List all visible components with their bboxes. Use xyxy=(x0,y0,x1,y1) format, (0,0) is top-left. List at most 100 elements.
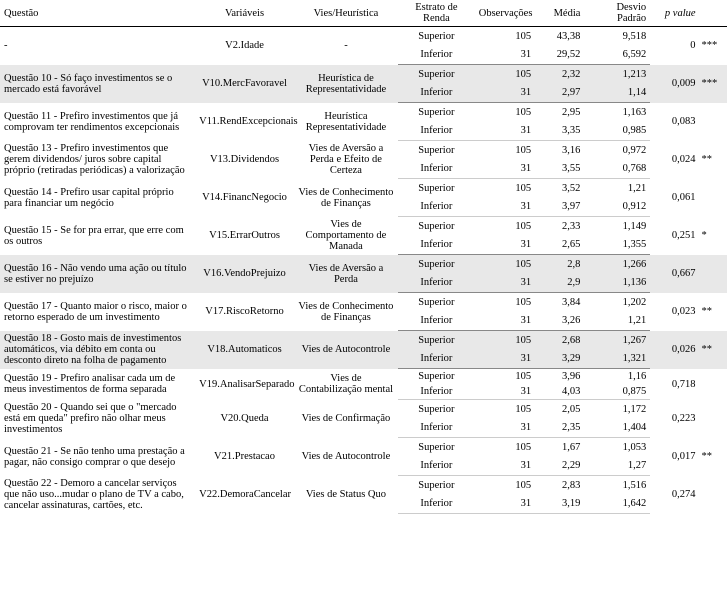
cell-obs: 105 xyxy=(475,476,535,495)
table-row: Questão 16 - Não vendo uma ação ou títul… xyxy=(0,255,727,274)
cell-dp: 0,768 xyxy=(584,160,650,179)
cell-var: V15.ErrarOutros xyxy=(195,217,294,255)
cell-dp: 1,172 xyxy=(584,400,650,419)
table-row: Questão 15 - Se for pra errar, que erre … xyxy=(0,217,727,236)
cell-obs: 31 xyxy=(475,236,535,255)
cell-dp: 0,985 xyxy=(584,122,650,141)
header-row: Questão Variáveis Vies/Heurística Estrat… xyxy=(0,0,727,27)
cell-vies: Vies de Conhecimento de Finanças xyxy=(294,293,398,331)
cell-questao: Questão 15 - Se for pra errar, que erre … xyxy=(0,217,195,255)
cell-dp: 1,321 xyxy=(584,350,650,369)
cell-media: 3,97 xyxy=(535,198,584,217)
cell-questao: - xyxy=(0,27,195,65)
cell-estrato-sup: Superior xyxy=(398,255,475,274)
cell-estrato-sup: Superior xyxy=(398,217,475,236)
cell-pval: 0,024 xyxy=(650,141,699,179)
cell-dp: 1,516 xyxy=(584,476,650,495)
cell-estrato-sup: Superior xyxy=(398,476,475,495)
cell-vies: Vies de Autocontrole xyxy=(294,438,398,476)
h-sig xyxy=(700,0,727,27)
cell-dp: 0,912 xyxy=(584,198,650,217)
cell-estrato-inf: Inferior xyxy=(398,84,475,103)
cell-media: 2,9 xyxy=(535,274,584,293)
cell-obs: 105 xyxy=(475,400,535,419)
stats-table: Questão Variáveis Vies/Heurística Estrat… xyxy=(0,0,727,514)
h-var: Variáveis xyxy=(195,0,294,27)
cell-dp: 1,267 xyxy=(584,331,650,350)
cell-media: 3,84 xyxy=(535,293,584,312)
cell-dp: 1,266 xyxy=(584,255,650,274)
cell-dp: 1,213 xyxy=(584,65,650,84)
cell-obs: 31 xyxy=(475,495,535,514)
table-row: Questão 18 - Gosto mais de investimentos… xyxy=(0,331,727,350)
cell-vies: Vies de Aversão a Perda e Efeito de Cert… xyxy=(294,141,398,179)
cell-sig: ** xyxy=(700,438,727,476)
cell-dp: 6,592 xyxy=(584,46,650,65)
cell-var: V17.RiscoRetorno xyxy=(195,293,294,331)
cell-vies: Vies de Aversão a Perda xyxy=(294,255,398,293)
cell-var: V14.FinancNegocio xyxy=(195,179,294,217)
cell-sig: ** xyxy=(700,141,727,179)
cell-vies: Vies de Contabilização mental xyxy=(294,369,398,400)
cell-var: V21.Prestacao xyxy=(195,438,294,476)
cell-media: 3,19 xyxy=(535,495,584,514)
cell-obs: 31 xyxy=(475,350,535,369)
table-row: Questão 22 - Demoro a cancelar serviços … xyxy=(0,476,727,495)
h-vies: Vies/Heurística xyxy=(294,0,398,27)
cell-var: V20.Queda xyxy=(195,400,294,438)
cell-dp: 9,518 xyxy=(584,27,650,46)
cell-estrato-sup: Superior xyxy=(398,179,475,198)
cell-estrato-inf: Inferior xyxy=(398,350,475,369)
cell-obs: 31 xyxy=(475,384,535,400)
cell-questao: Questão 10 - Só faço investimentos se o … xyxy=(0,65,195,103)
cell-var: V13.Dividendos xyxy=(195,141,294,179)
cell-questao: Questão 22 - Demoro a cancelar serviços … xyxy=(0,476,195,514)
cell-obs: 31 xyxy=(475,419,535,438)
cell-dp: 0,972 xyxy=(584,141,650,160)
cell-obs: 31 xyxy=(475,122,535,141)
cell-media: 29,52 xyxy=(535,46,584,65)
cell-sig: ** xyxy=(700,293,727,331)
table-row: -V2.Idade-Superior10543,389,5180*** xyxy=(0,27,727,46)
cell-var: V19.AnalisarSeparado xyxy=(195,369,294,400)
cell-vies: Vies de Confirmação xyxy=(294,400,398,438)
h-dp: Desvio Padrão xyxy=(584,0,650,27)
cell-vies: Vies de Autocontrole xyxy=(294,331,398,369)
cell-media: 2,32 xyxy=(535,65,584,84)
cell-obs: 105 xyxy=(475,217,535,236)
cell-pval: 0,023 xyxy=(650,293,699,331)
cell-pval: 0,251 xyxy=(650,217,699,255)
table-row: Questão 21 - Se não tenho uma prestação … xyxy=(0,438,727,457)
cell-dp: 1,163 xyxy=(584,103,650,122)
cell-var: V10.MercFavoravel xyxy=(195,65,294,103)
h-estrato: Estrato de Renda xyxy=(398,0,475,27)
cell-sig xyxy=(700,255,727,293)
table-row: Questão 11 - Prefiro investimentos que j… xyxy=(0,103,727,122)
cell-estrato-inf: Inferior xyxy=(398,457,475,476)
cell-sig xyxy=(700,369,727,400)
cell-vies: Vies de Status Quo xyxy=(294,476,398,514)
cell-estrato-sup: Superior xyxy=(398,65,475,84)
table-row: Questão 19 - Prefiro analisar cada um de… xyxy=(0,369,727,385)
cell-estrato-sup: Superior xyxy=(398,141,475,160)
cell-questao: Questão 16 - Não vendo uma ação ou títul… xyxy=(0,255,195,293)
table-row: Questão 14 - Prefiro usar capital própri… xyxy=(0,179,727,198)
cell-obs: 105 xyxy=(475,293,535,312)
cell-sig: *** xyxy=(700,65,727,103)
cell-media: 4,03 xyxy=(535,384,584,400)
cell-estrato-inf: Inferior xyxy=(398,312,475,331)
cell-sig xyxy=(700,476,727,514)
cell-estrato-inf: Inferior xyxy=(398,419,475,438)
cell-media: 3,26 xyxy=(535,312,584,331)
table-row: Questão 13 - Prefiro investimentos que g… xyxy=(0,141,727,160)
cell-media: 3,52 xyxy=(535,179,584,198)
cell-estrato-inf: Inferior xyxy=(398,122,475,141)
h-obs: Observações xyxy=(475,0,535,27)
cell-media: 2,68 xyxy=(535,331,584,350)
cell-var: V22.DemoraCancelar xyxy=(195,476,294,514)
cell-questao: Questão 11 - Prefiro investimentos que j… xyxy=(0,103,195,141)
cell-pval: 0,026 xyxy=(650,331,699,369)
cell-var: V16.VendoPrejuizo xyxy=(195,255,294,293)
cell-obs: 31 xyxy=(475,457,535,476)
cell-pval: 0,017 xyxy=(650,438,699,476)
